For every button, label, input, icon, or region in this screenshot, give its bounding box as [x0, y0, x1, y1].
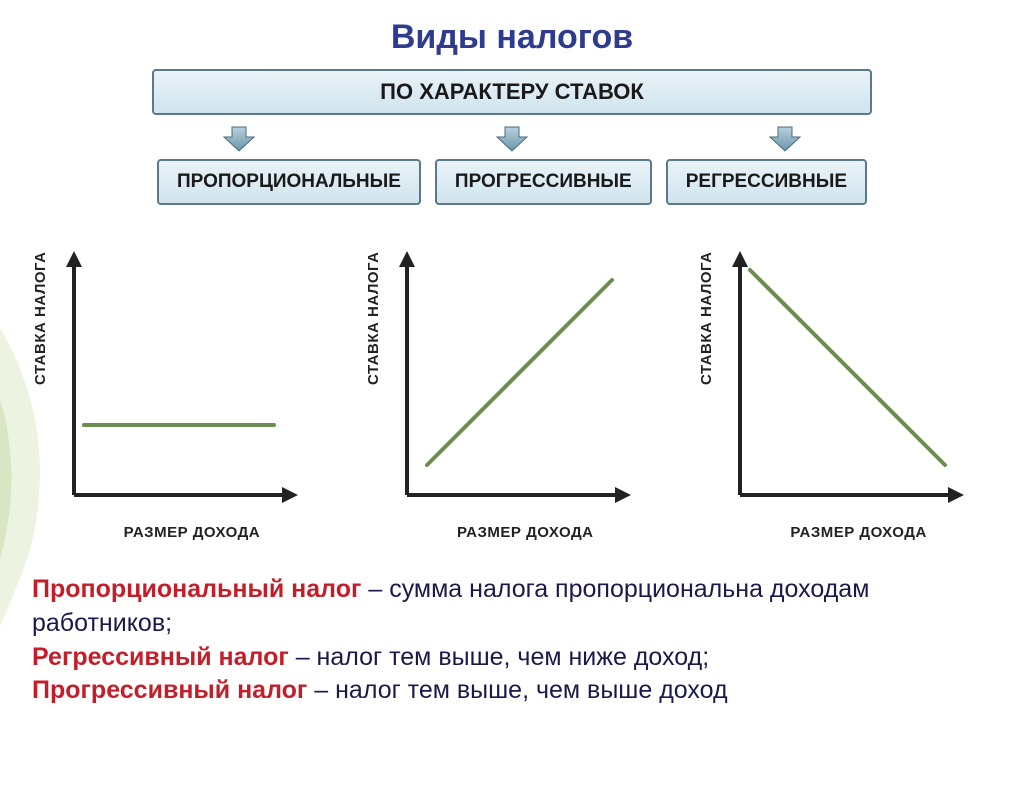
arrows-row — [102, 125, 922, 153]
x-axis-label: РАЗМЕР ДОХОДА — [124, 524, 260, 541]
charts-row: СТАВКА НАЛОГА РАЗМЕР ДОХОДА СТАВКА НАЛОГ… — [12, 235, 1012, 545]
def-term: Регрессивный налог — [32, 643, 289, 671]
def-term: Прогрессивный налог — [32, 676, 307, 704]
y-axis-label: СТАВКА НАЛОГА — [365, 252, 382, 385]
def-text: – налог тем выше, чем выше доход — [307, 676, 727, 704]
types-row: ПРОПОРЦИОНАЛЬНЫЕ ПРОГРЕССИВНЫЕ РЕГРЕССИВ… — [32, 159, 992, 205]
definitions-block: Пропорциональный налог – сумма налога пр… — [32, 573, 992, 708]
definition-regressive: Регрессивный налог – налог тем выше, чем… — [32, 641, 992, 675]
chart-proportional: СТАВКА НАЛОГА РАЗМЕР ДОХОДА — [24, 235, 334, 545]
x-axis-label: РАЗМЕР ДОХОДА — [790, 524, 926, 541]
chart-progressive: СТАВКА НАЛОГА РАЗМЕР ДОХОДА — [357, 235, 667, 545]
type-box-progressive: ПРОГРЕССИВНЫЕ — [435, 159, 652, 205]
arrow-down-icon — [222, 125, 256, 153]
definition-proportional: Пропорциональный налог – сумма налога пр… — [32, 573, 992, 641]
y-axis-label: СТАВКА НАЛОГА — [32, 252, 49, 385]
def-text: – налог тем выше, чем ниже доход; — [289, 643, 709, 671]
chart-svg — [690, 235, 1000, 525]
chart-svg — [357, 235, 667, 525]
arrow-down-icon — [495, 125, 529, 153]
arrow-down-icon — [768, 125, 802, 153]
type-box-regressive: РЕГРЕССИВНЫЕ — [666, 159, 867, 205]
chart-svg — [24, 235, 334, 525]
category-header-box: ПО ХАРАКТЕРУ СТАВОК — [152, 69, 872, 115]
chart-regressive: СТАВКА НАЛОГА РАЗМЕР ДОХОДА — [690, 235, 1000, 545]
page-title: Виды налогов — [0, 0, 1024, 57]
def-term: Пропорциональный налог — [32, 575, 361, 603]
definition-progressive: Прогрессивный налог – налог тем выше, че… — [32, 674, 992, 708]
x-axis-label: РАЗМЕР ДОХОДА — [457, 524, 593, 541]
type-box-proportional: ПРОПОРЦИОНАЛЬНЫЕ — [157, 159, 421, 205]
y-axis-label: СТАВКА НАЛОГА — [698, 252, 715, 385]
